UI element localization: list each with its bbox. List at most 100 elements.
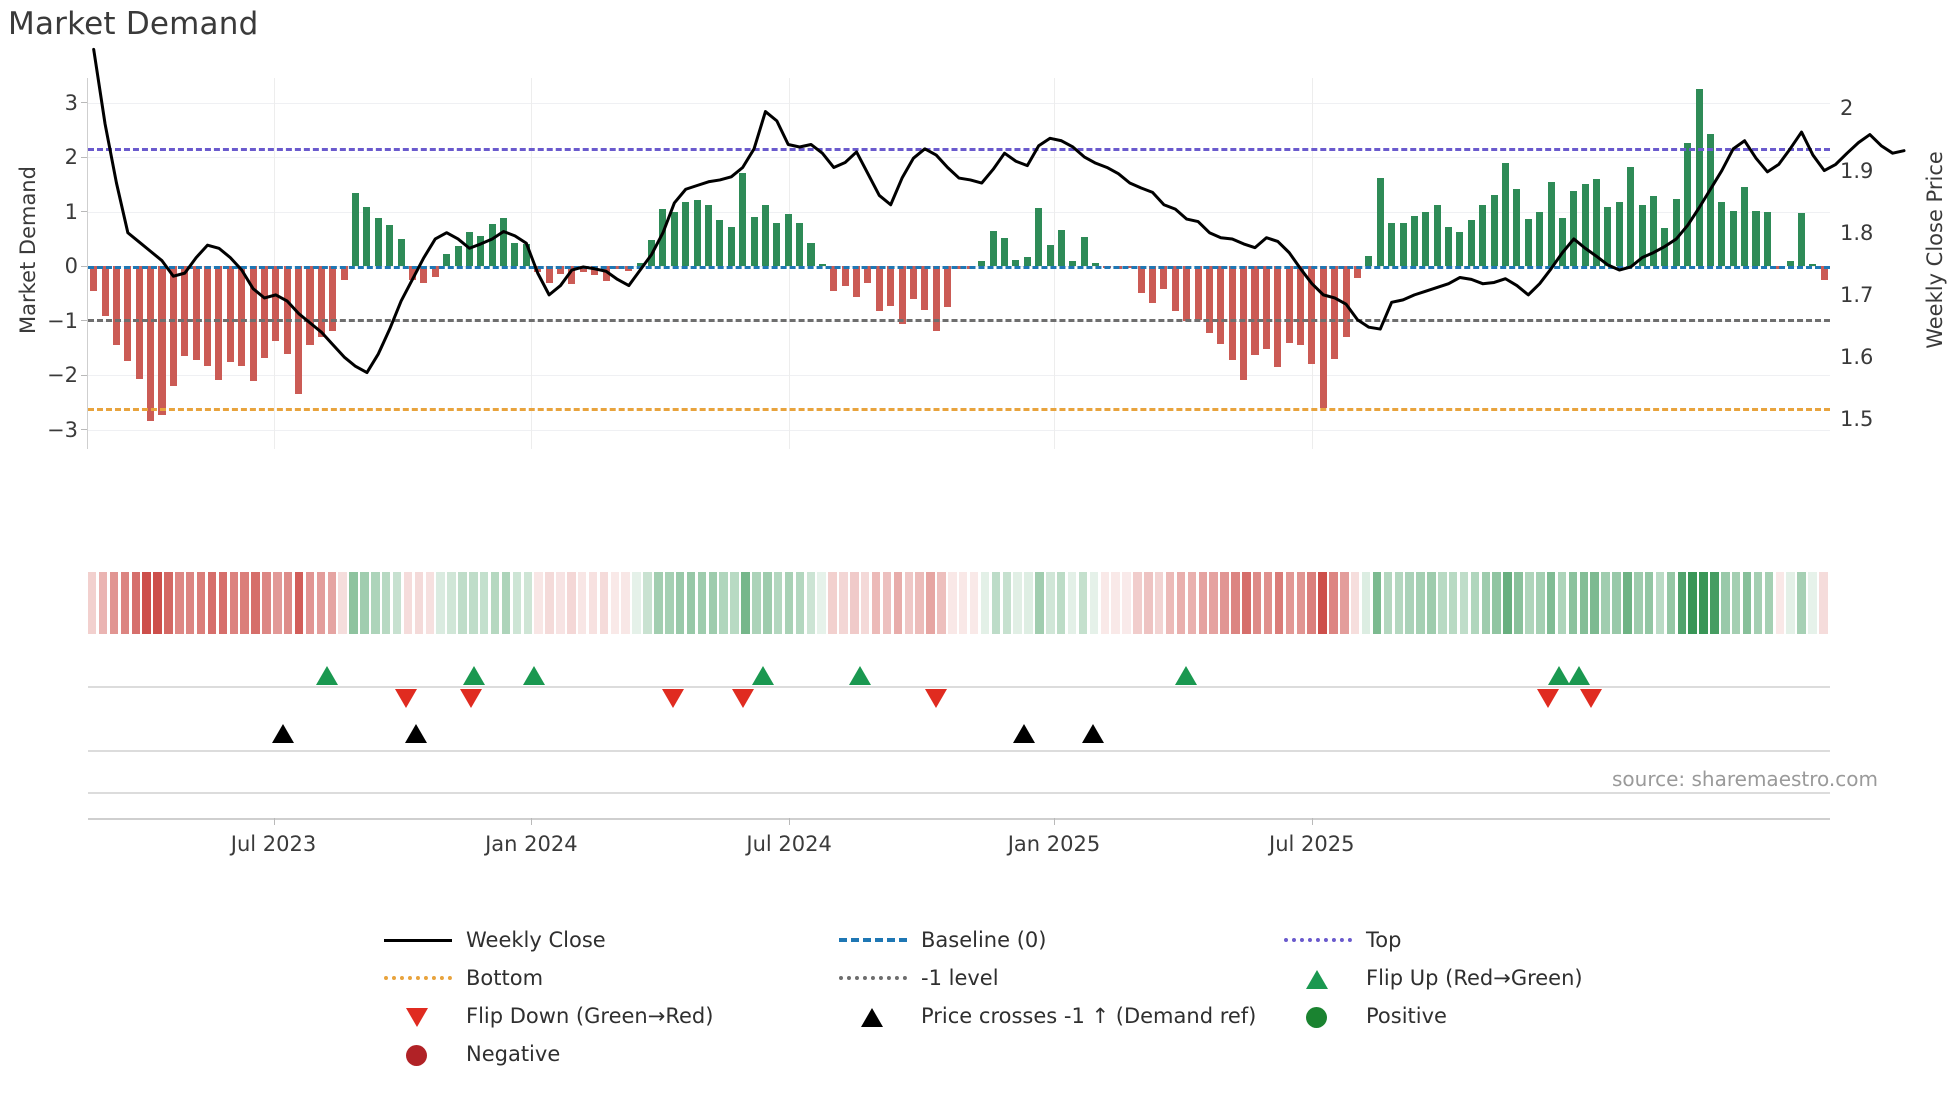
demand-bar-positive xyxy=(773,222,781,267)
heat-cell xyxy=(447,572,456,634)
x-tickmark xyxy=(1311,818,1313,825)
dot-icon-glyph xyxy=(1306,1007,1327,1028)
demand-bar-negative xyxy=(1331,266,1339,359)
heat-cell xyxy=(1198,572,1207,634)
demand-bar-negative xyxy=(852,266,861,297)
demand-bar-negative xyxy=(1319,266,1327,409)
heat-cell xyxy=(207,572,217,634)
heat-cell xyxy=(1078,572,1088,634)
heat-cell xyxy=(403,572,413,634)
demand-bar-positive xyxy=(1752,210,1760,267)
demand-bar-positive xyxy=(363,207,371,267)
heat-cell xyxy=(1427,572,1436,634)
left-y-tickmark xyxy=(81,102,88,104)
reference-line-bottom xyxy=(88,408,1830,412)
demand-bar-positive xyxy=(670,211,678,267)
legend-item[interactable]: Top xyxy=(1280,925,1401,955)
demand-bar-positive xyxy=(1410,216,1418,267)
heat-cell xyxy=(283,572,293,634)
legend-item-label: Bottom xyxy=(466,966,544,990)
legend-item[interactable]: -1 level xyxy=(835,963,999,993)
heat-cell xyxy=(1557,572,1567,634)
heat-cell xyxy=(1742,572,1752,634)
heat-cell xyxy=(1154,572,1164,634)
demand-intensity-strip xyxy=(88,572,1830,634)
demand-bar-positive xyxy=(511,243,519,267)
demand-bar-positive xyxy=(1524,219,1532,267)
x-tickmark xyxy=(1053,818,1055,825)
legend-item[interactable]: Price crosses -1 ↑ (Demand ref) xyxy=(835,1001,1256,1031)
heat-cell xyxy=(1089,572,1099,634)
marker-rows xyxy=(88,640,1830,820)
demand-bar-positive xyxy=(1593,178,1601,267)
demand-bar-negative xyxy=(147,266,155,421)
legend-item-label: Price crosses -1 ↑ (Demand ref) xyxy=(921,1004,1257,1028)
x-axis: Jul 2023 Jan 2024 Jul 2024 Jan 2025 Jul 2025 xyxy=(88,818,1830,878)
legend-item[interactable]: Flip Down (Green→Red) xyxy=(380,1001,713,1031)
heat-cell xyxy=(425,572,434,634)
heat-cell xyxy=(1546,572,1556,634)
demand-bar-negative xyxy=(260,266,268,358)
dotted-line-icon-glyph xyxy=(384,976,452,980)
heat-cell xyxy=(1677,572,1687,634)
heat-cell xyxy=(871,572,881,634)
heat-cell xyxy=(784,572,794,634)
demand-bar-negative xyxy=(101,266,109,317)
demand-bar-positive xyxy=(1729,210,1737,267)
demand-bar-negative xyxy=(1137,266,1145,294)
legend-item[interactable]: Weekly Close xyxy=(380,925,606,955)
heat-cell xyxy=(577,572,587,634)
demand-bar-positive xyxy=(1023,257,1031,267)
triangle-up-icon xyxy=(1280,964,1356,992)
heat-cell xyxy=(708,572,718,634)
reference-line-top xyxy=(88,147,1830,151)
demand-bar-negative xyxy=(887,266,895,306)
heat-cell xyxy=(305,572,315,634)
heat-cell xyxy=(741,572,750,634)
legend-item[interactable]: Positive xyxy=(1280,1001,1447,1031)
legend-item[interactable]: Baseline (0) xyxy=(835,925,1046,955)
heat-cell xyxy=(904,572,914,634)
heat-cell xyxy=(1046,572,1055,634)
demand-bar-negative xyxy=(158,266,166,416)
heat-cell xyxy=(893,572,903,634)
heat-cell xyxy=(1209,572,1218,634)
flip-up-marker xyxy=(462,666,485,685)
demand-bar-positive xyxy=(761,205,769,267)
demand-bar-negative xyxy=(135,266,143,380)
demand-bar-positive xyxy=(739,173,747,267)
dotted-line-icon-glyph xyxy=(839,976,907,980)
heat-cell xyxy=(1242,572,1251,634)
heat-cell xyxy=(338,572,347,634)
heat-cell xyxy=(1525,572,1534,634)
reference-line-baseline-0 xyxy=(88,266,1830,270)
price-cross-marker xyxy=(1082,724,1105,743)
heat-cell xyxy=(1002,572,1012,634)
legend-item[interactable]: Flip Up (Red→Green) xyxy=(1280,963,1583,993)
demand-bar-negative xyxy=(1353,266,1361,279)
demand-bar-positive xyxy=(1376,177,1384,267)
heat-cell xyxy=(1514,572,1523,634)
legend-item[interactable]: Bottom xyxy=(380,963,543,993)
heat-cell xyxy=(763,572,772,634)
demand-bar-negative xyxy=(192,266,200,361)
legend-item[interactable]: Negative xyxy=(380,1039,560,1069)
heat-cell xyxy=(1699,572,1708,634)
right-y-tick-label: 1.6 xyxy=(1840,345,1874,370)
demand-bar-negative xyxy=(329,266,337,332)
weekly-close-line xyxy=(92,47,1906,375)
demand-bar-negative xyxy=(830,266,838,292)
heat-cell xyxy=(599,572,609,634)
gridline xyxy=(88,211,1830,213)
gridline xyxy=(88,429,1830,431)
heat-cell xyxy=(1775,572,1785,634)
x-axis-spine xyxy=(88,818,1830,820)
demand-bar-negative xyxy=(1342,266,1350,338)
heat-cell xyxy=(1307,572,1316,634)
heat-cell xyxy=(1296,572,1305,634)
heat-cell xyxy=(1732,572,1741,634)
heat-cell xyxy=(88,572,97,634)
price-cross-marker xyxy=(272,724,295,743)
dotted-line-icon-glyph xyxy=(1284,938,1352,942)
demand-bar-positive xyxy=(818,263,826,267)
